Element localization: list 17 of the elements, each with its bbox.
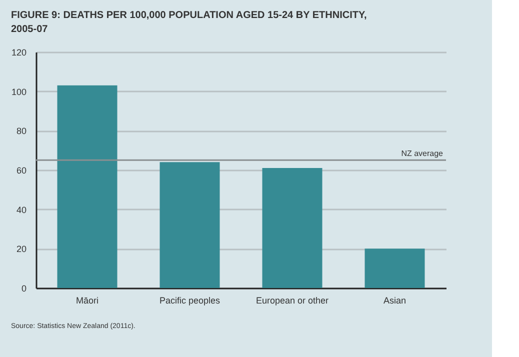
bar bbox=[57, 85, 118, 288]
y-tick-label: 80 bbox=[16, 126, 26, 136]
bar bbox=[364, 248, 425, 288]
x-tick-label: Asian bbox=[383, 296, 406, 306]
y-tick-label: 40 bbox=[16, 204, 26, 215]
ref-line-label: NZ average bbox=[401, 149, 444, 158]
x-tick-label: Pacific peoples bbox=[159, 296, 221, 306]
bar bbox=[262, 168, 322, 288]
x-tick-label: European or other bbox=[256, 296, 329, 306]
y-tick-label: 120 bbox=[11, 48, 26, 58]
y-tick-label: 20 bbox=[16, 244, 26, 254]
y-tick-label: 0 bbox=[21, 284, 26, 294]
y-tick-label: 60 bbox=[16, 166, 26, 176]
bar bbox=[160, 162, 220, 288]
x-tick-label: Māori bbox=[76, 296, 99, 306]
y-tick-label: 100 bbox=[11, 86, 26, 97]
chart-title: FIGURE 9: DEATHS PER 100,000 POPULATION AGED 15-24 BY ETHNICITY, 2005-07 bbox=[11, 10, 368, 35]
